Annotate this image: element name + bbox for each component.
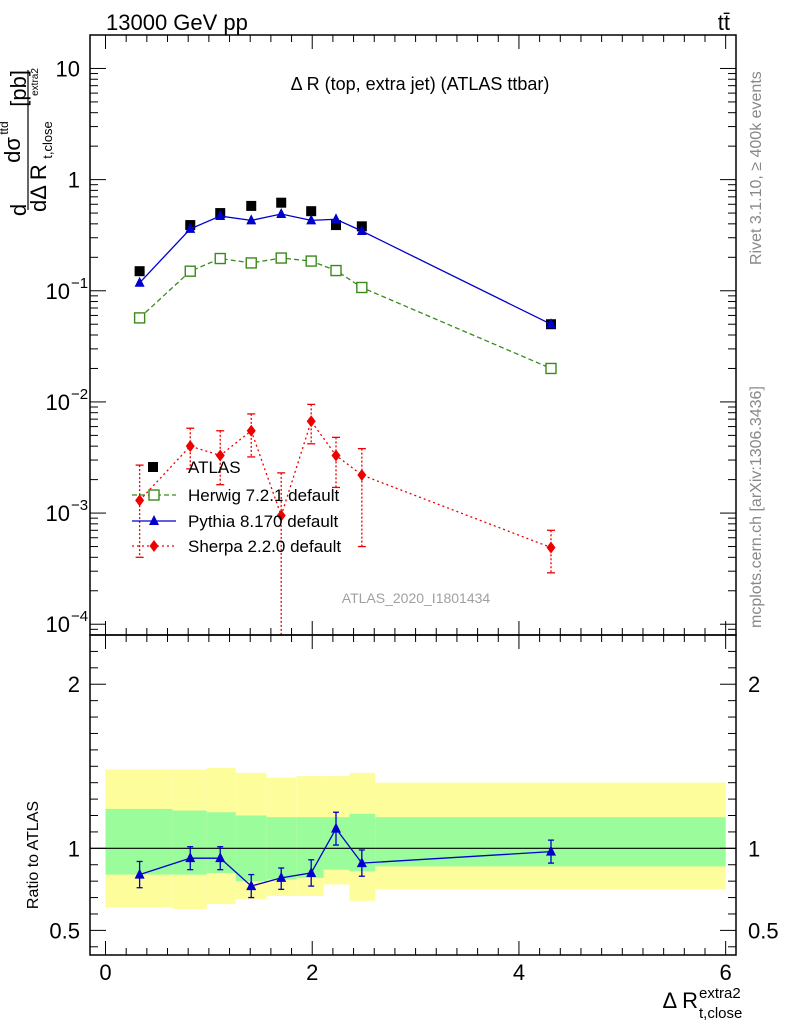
legend-sherpa-marker <box>149 540 159 552</box>
y-tick-label: 1 <box>68 168 80 193</box>
pythia-point <box>330 213 341 224</box>
sherpa-point <box>185 440 195 453</box>
y-label-denominator-sup: extra2 <box>30 68 41 96</box>
pythia-point <box>134 276 145 287</box>
atlas-point <box>306 206 317 217</box>
herwig-point <box>214 252 226 265</box>
y-label-denominator-sub: t,close <box>40 121 55 159</box>
sherpa-point <box>357 469 367 482</box>
ratio-pythia-point <box>134 868 145 879</box>
herwig-point <box>356 281 368 294</box>
rivet-label: Rivet 3.1.10, ≥ 400k events <box>748 71 765 265</box>
ratio-pythia-point <box>545 845 556 856</box>
plot-title: Δ R (top, extra jet) (ATLAS ttbar) <box>291 74 550 94</box>
herwig-point <box>275 252 287 264</box>
legend-label: Sherpa 2.2.0 default <box>188 537 341 556</box>
ratio-y-tick-label: 0.5 <box>49 918 80 943</box>
y-label-denominator: dΔ R <box>26 164 51 212</box>
x-axis-label: Δ R extra2 t,close <box>663 985 743 1022</box>
x-tick-label: 0 <box>99 960 111 985</box>
ratio-pythia-point <box>276 871 287 882</box>
x-label-main: Δ R <box>663 988 698 1013</box>
y-axis-label-main: [pb] d dσ ttd dΔ R t,close extra2 <box>0 68 55 216</box>
sherpa-point <box>276 509 286 522</box>
legend-label: ATLAS <box>188 458 241 477</box>
y-label-numerator: dσ <box>0 137 25 163</box>
ratio-y-tick-label: 2 <box>68 672 80 697</box>
y-label-d: d <box>6 204 31 216</box>
herwig-point <box>184 265 196 277</box>
pythia-point <box>306 214 317 225</box>
y-tick-label: 10 <box>46 501 70 526</box>
ratio-y-tick-label-right: 2 <box>748 672 760 697</box>
y-tick-label-exponent: −3 <box>71 497 88 514</box>
x-label-sup: extra2 <box>699 985 741 1002</box>
atlas-point <box>134 266 145 277</box>
energy-label: 13000 GeV pp <box>106 10 248 35</box>
ratio-pythia-point <box>330 822 341 833</box>
sherpa-point <box>546 541 556 554</box>
y-tick-label: 10 <box>46 279 70 304</box>
band-inner-bin <box>296 817 324 878</box>
herwig-point <box>330 264 342 277</box>
herwig-point <box>245 257 257 269</box>
y-tick-label: 10 <box>46 390 70 415</box>
herwig-point <box>545 362 557 375</box>
ratio-pythia-point <box>356 857 367 868</box>
sherpa-point <box>246 424 256 437</box>
x-tick-label: 2 <box>306 960 318 985</box>
x-label-sub: t,close <box>699 1005 742 1022</box>
pythia-point <box>246 214 257 225</box>
pythia-point <box>356 224 367 235</box>
atlas-point <box>276 197 287 208</box>
x-tick-label: 4 <box>513 960 525 985</box>
pythia-point <box>545 318 556 329</box>
legend: ATLAS Herwig 7.2.1 default Pythia 8.170 de… <box>132 458 341 556</box>
y-label-unit: [pb] <box>6 70 31 107</box>
ratio-pythia-point <box>246 880 257 891</box>
y-axis-label-ratio: Ratio to ATLAS <box>25 801 42 909</box>
pythia-line <box>139 213 552 325</box>
ratio-frame <box>89 634 737 956</box>
ratio-y-tick-label-right: 0.5 <box>748 918 779 943</box>
sherpa-point <box>215 449 225 462</box>
ratio-pythia-point <box>215 852 226 863</box>
pythia-point <box>215 210 226 221</box>
band-inner-bin <box>206 812 236 873</box>
atlas-point <box>330 220 341 231</box>
herwig-line <box>139 257 552 370</box>
sherpa-point <box>135 494 145 507</box>
ratio-y-tick-label: 1 <box>68 836 80 861</box>
legend-label: Herwig 7.2.1 default <box>188 486 339 505</box>
mcplots-label: mcplots.cern.ch [arXiv:1306.3436] <box>748 386 765 628</box>
legend-atlas-marker <box>148 462 158 472</box>
herwig-point <box>305 255 317 267</box>
pythia-point <box>276 208 287 219</box>
main-frame <box>89 34 737 636</box>
y-tick-label: 10 <box>56 56 80 81</box>
atlas-point <box>246 200 257 211</box>
ratio-panel: 0 2 4 6 2 2 1 1 0.5 0.5 <box>49 634 779 985</box>
y-tick-label-exponent: −1 <box>71 275 88 292</box>
process-label: tt̄ <box>718 10 730 35</box>
ratio-y-tick-label-right: 1 <box>748 836 760 861</box>
ratio-pythia-point <box>185 852 196 863</box>
y-tick-label-exponent: −2 <box>71 386 88 403</box>
y-label-numerator-sup: ttd <box>0 121 11 134</box>
pythia-point <box>185 222 196 233</box>
sherpa-point <box>306 415 316 428</box>
x-tick-label: 6 <box>720 960 732 985</box>
watermark: ATLAS_2020_I1801434 <box>342 590 491 606</box>
sherpa-point <box>331 449 341 462</box>
y-tick-label: 10 <box>46 612 70 637</box>
y-tick-label-exponent: −4 <box>71 608 88 625</box>
ratio-pythia-point <box>306 866 317 877</box>
legend-pythia-marker <box>149 515 159 525</box>
legend-herwig-marker <box>148 489 160 501</box>
legend-label: Pythia 8.170 default <box>188 512 339 531</box>
herwig-point <box>133 312 146 324</box>
